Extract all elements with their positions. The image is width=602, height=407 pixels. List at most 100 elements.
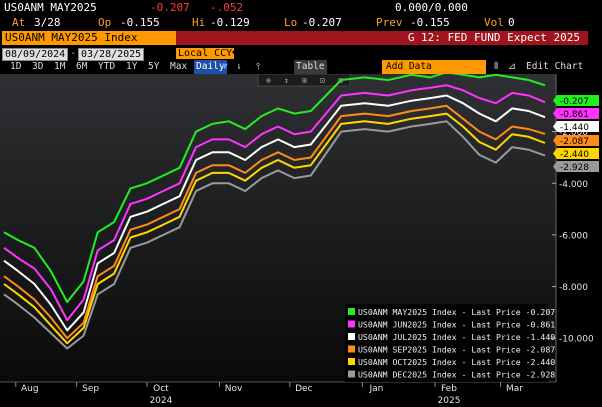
series-line-5 (3, 120, 546, 350)
edit-chart-button[interactable]: Edit Chart (526, 61, 584, 72)
range-max[interactable]: Max (170, 61, 188, 72)
y-tick-label-1: -4.000 (559, 180, 588, 190)
vol-value: 0 (508, 16, 515, 29)
security-bar: US0ANM MAY2025 Index G 12: FED FUND Expe… (0, 31, 602, 45)
range-1d[interactable]: 1D (10, 61, 22, 72)
bar-type-icon[interactable]: ⫯ (256, 61, 261, 72)
last-value-label-5: -2.928 (560, 163, 589, 173)
crosshair-icon[interactable]: ⊞ (302, 76, 307, 85)
series-line-2 (3, 94, 546, 332)
frequency-select[interactable]: Daily (194, 60, 227, 74)
prev-label: Prev (376, 16, 403, 29)
chart-options-icon[interactable]: ⦀ (494, 61, 499, 72)
end-date-input[interactable]: 03/28/2025 (78, 48, 145, 61)
y-tick-label-2: -6.000 (559, 231, 588, 241)
range-ytd[interactable]: YTD (98, 61, 116, 72)
last-value-box-2 (557, 121, 599, 132)
x-month-label-3: Nov (225, 384, 243, 394)
x-year-label-1: 2025 (438, 396, 461, 406)
legend-label-0: US0ANM MAY2025 Index - Last Price -0.207 (358, 307, 555, 317)
hi-label: Hi (192, 16, 206, 29)
last-value-arrow-2 (553, 121, 557, 132)
pan-icon[interactable]: ↕ (284, 76, 289, 85)
legend-label-4: US0ANM OCT2025 Index - Last Price -2.440 (358, 357, 555, 367)
table-button[interactable]: Table (294, 60, 327, 74)
range-6m[interactable]: 6M (76, 61, 88, 72)
last-value-box-4 (557, 148, 599, 159)
range-1m[interactable]: 1M (54, 61, 66, 72)
candle-icon[interactable]: ⇂ (236, 61, 242, 72)
legend-swatch-0 (348, 308, 355, 315)
last-value-box-5 (557, 161, 599, 172)
legend-label-3: US0ANM SEP2025 Index - Last Price -2.087 (358, 345, 555, 355)
prev-value: -0.155 (410, 16, 450, 29)
last-value-box-0 (557, 95, 599, 106)
last-value-label-2: -1.440 (560, 123, 589, 133)
stats-line: At 3/28 Op -0.155 Hi -0.129 Lo -0.207 Pr… (0, 16, 602, 30)
chart: ⊕ ↕ ⊞ ⊡ ⊠ -2.000-4.000-6.000-8.000-10.00… (0, 74, 599, 407)
last-value-box-1 (557, 108, 599, 119)
date-bar: 08/09/2024 - 03/28/2025 Local CCY ▼ (0, 47, 602, 61)
bid-ask: 0.000/0.000 (395, 1, 468, 14)
last-value-label-3: -2.087 (560, 137, 589, 147)
series-line-3 (3, 104, 546, 340)
edit-chart-icon[interactable]: ⊿ (508, 61, 516, 72)
legend-label-1: US0ANM JUN2025 Index - Last Price -0.861 (358, 320, 555, 330)
currency-select[interactable]: Local CCY (176, 48, 235, 59)
add-data-button[interactable]: Add Data (382, 60, 486, 74)
range-1y[interactable]: 1Y (126, 61, 138, 72)
last-price: -0.207 (150, 1, 190, 14)
legend-swatch-3 (348, 345, 355, 353)
quote-line: US0ANM MAY2025 -0.207 -.052 0.000/0.000 (0, 1, 602, 15)
x-month-label-6: Feb (441, 384, 457, 394)
range-5y[interactable]: 5Y (148, 61, 160, 72)
x-month-label-4: Dec (295, 384, 312, 394)
y-tick-label-3: -8.000 (559, 283, 588, 293)
last-value-arrow-0 (553, 95, 557, 106)
at-label: At (12, 16, 26, 29)
net-change: -.052 (210, 1, 244, 14)
zoom-icon[interactable]: ⊕ (266, 76, 271, 85)
legend-label-5: US0ANM DEC2025 Index - Last Price -2.928 (358, 370, 555, 380)
lo-label: Lo (284, 16, 298, 29)
lo-value: -0.207 (302, 16, 342, 29)
last-value-arrow-4 (553, 148, 557, 159)
legend-label-2: US0ANM JUL2025 Index - Last Price -1.440 (358, 332, 555, 342)
legend-box (345, 304, 548, 382)
x-month-label-2: Oct (153, 384, 169, 394)
ticker: US0ANM MAY2025 (4, 1, 97, 14)
last-value-label-1: -0.861 (560, 110, 589, 120)
start-date-input[interactable]: 08/09/2024 (2, 48, 69, 61)
x-month-label-7: Mar (506, 384, 523, 394)
last-value-arrow-1 (553, 108, 557, 119)
x-month-label-1: Sep (82, 384, 99, 394)
legend-swatch-4 (348, 358, 355, 365)
function-title: G 12: FED FUND Expect 2025 (176, 31, 588, 45)
op-label: Op (98, 16, 112, 29)
y-tick-label-4: -10.000 (559, 335, 594, 345)
x-month-label-0: Aug (21, 384, 39, 394)
currency-dropdown-icon[interactable]: ▼ (232, 49, 238, 59)
y-tick-label-0: -2.000 (559, 128, 588, 138)
series-line-1 (3, 84, 546, 322)
x-axis-band (0, 382, 556, 407)
x-year-label-0: 2024 (149, 396, 172, 406)
toolbar: 1D 3D 1M 6M YTD 1Y 5Y Max Daily ▼ ⇂ ⫯ Ta… (0, 60, 602, 74)
series-line-4 (3, 112, 546, 345)
hi-value: -0.129 (210, 16, 250, 29)
range-3d[interactable]: 3D (32, 61, 44, 72)
security-field[interactable]: US0ANM MAY2025 Index (2, 31, 178, 45)
last-value-arrow-5 (553, 161, 557, 172)
date-separator: - (70, 48, 77, 59)
legend-swatch-1 (348, 320, 355, 328)
op-value: -0.155 (120, 16, 160, 29)
at-value: 3/28 (34, 16, 61, 29)
annotate-icon[interactable]: ⊡ (320, 76, 325, 85)
last-value-label-0: -0.207 (560, 97, 589, 107)
series-line-0 (3, 74, 546, 303)
vol-label: Vol (484, 16, 504, 29)
frequency-dropdown-icon[interactable]: ▼ (222, 61, 228, 72)
legend-swatch-2 (348, 333, 355, 340)
x-month-label-5: Jan (368, 384, 383, 394)
last-value-arrow-3 (553, 135, 557, 146)
